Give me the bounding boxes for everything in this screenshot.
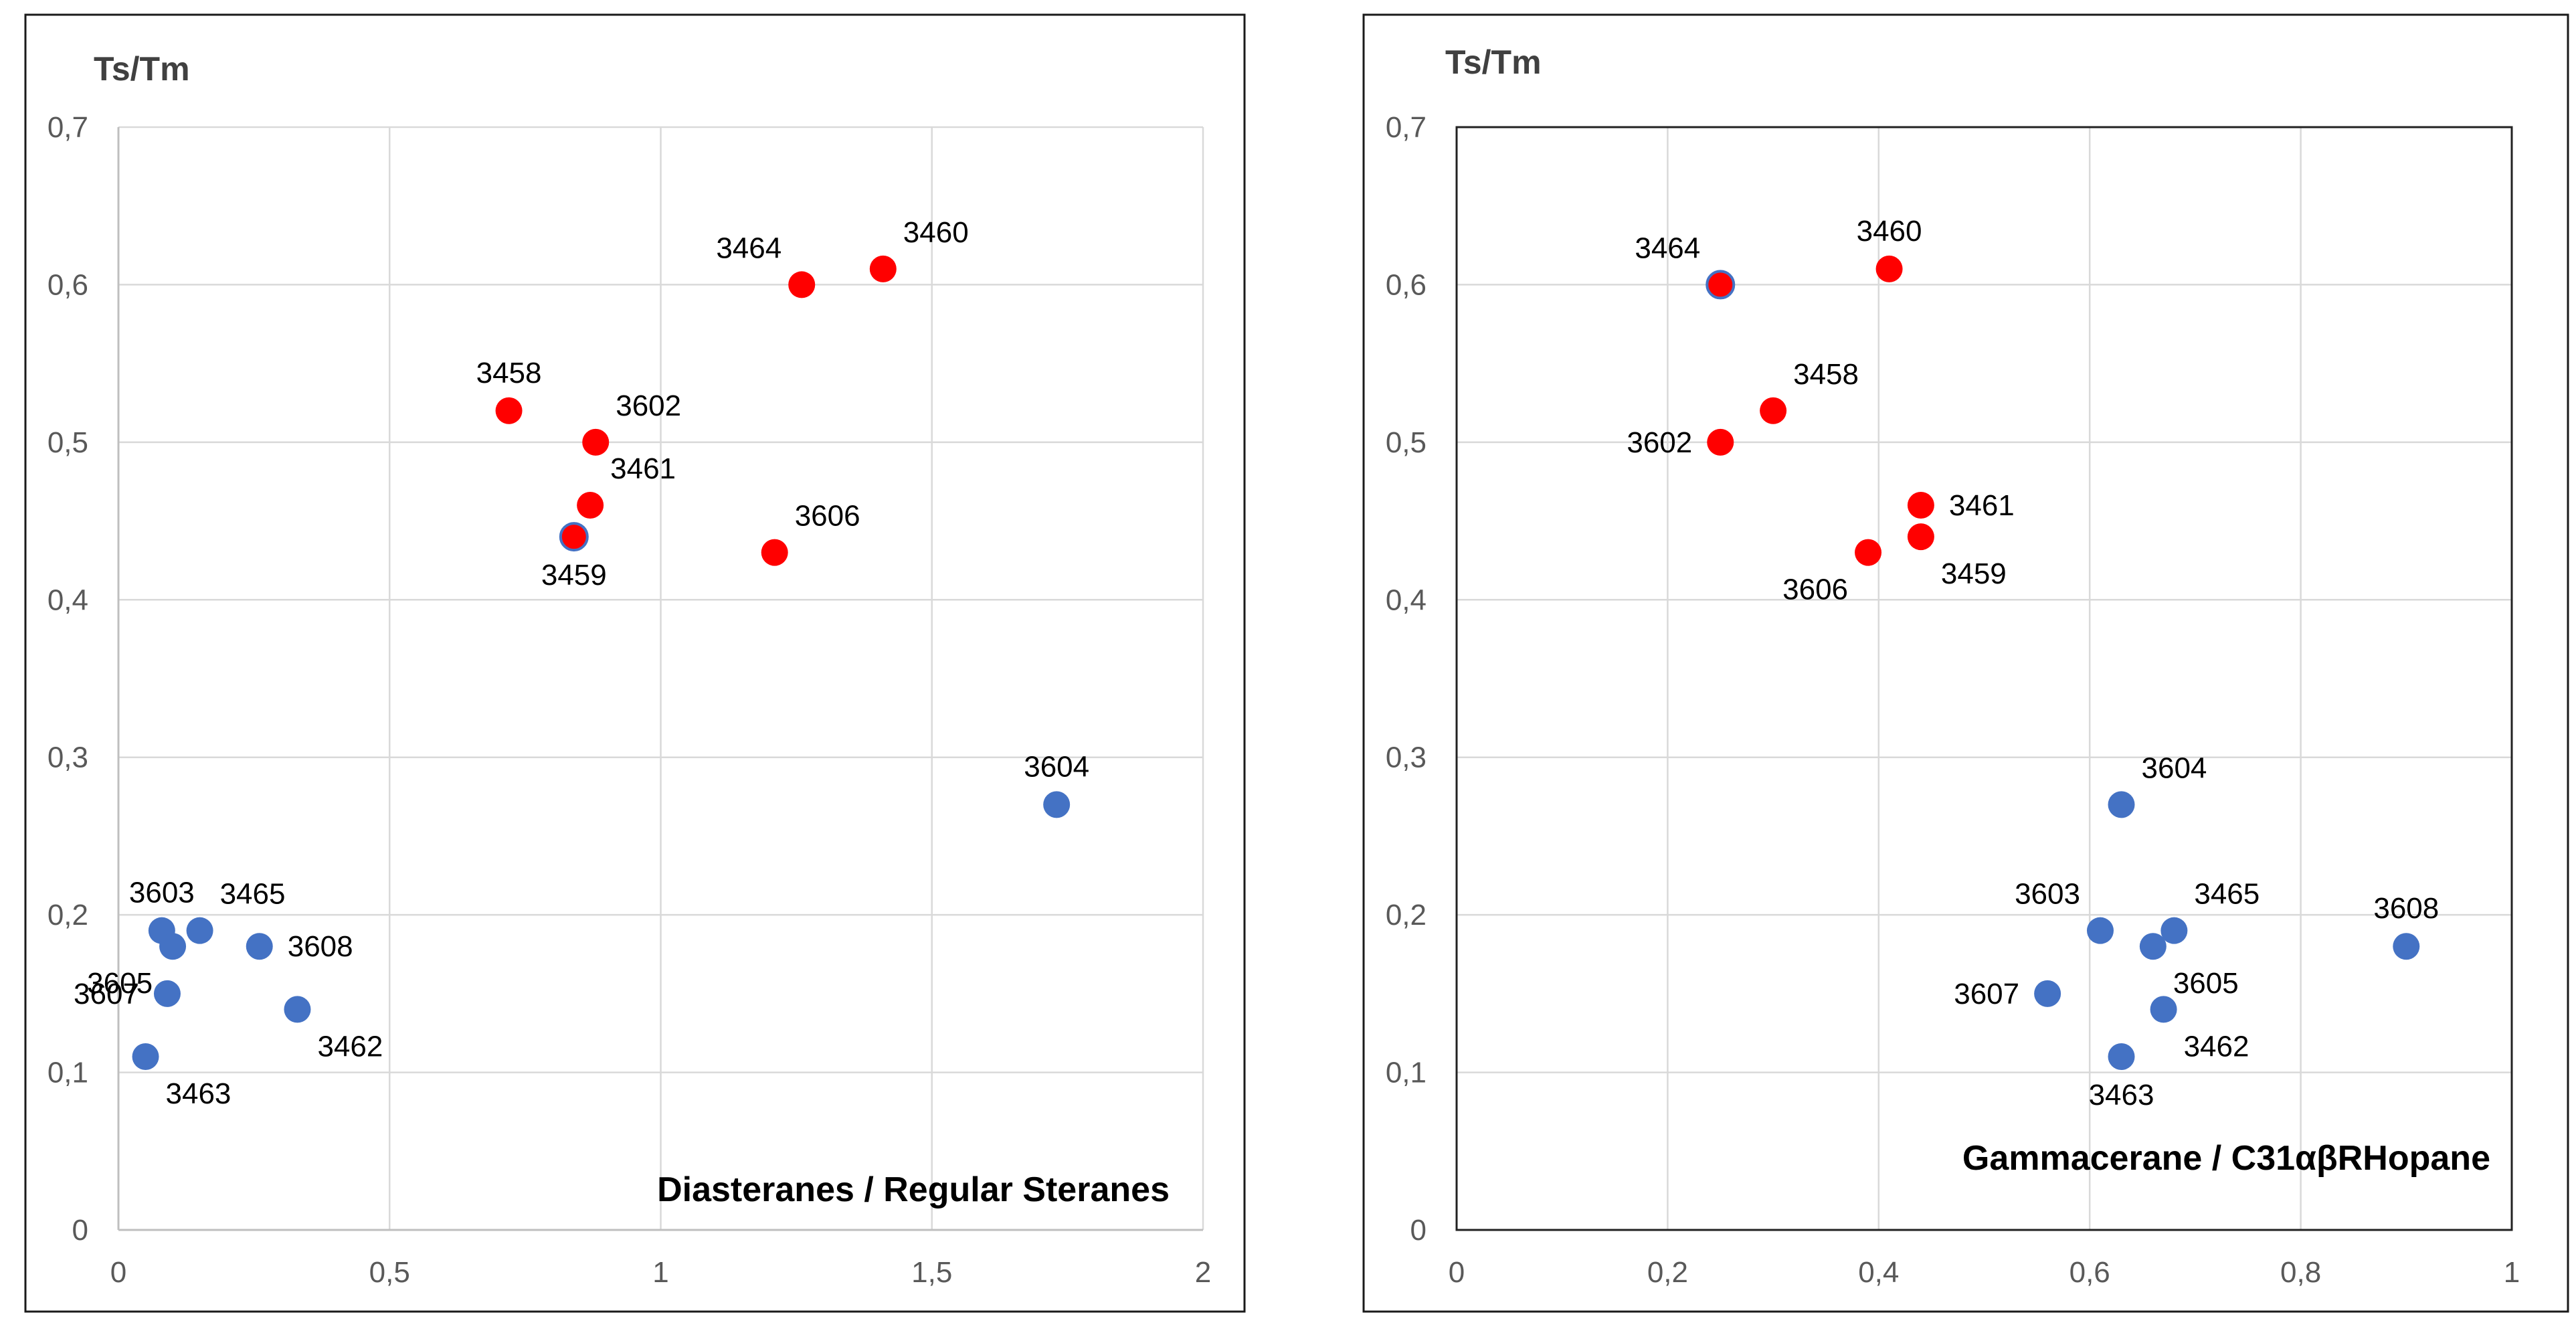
point-3603 <box>2086 917 2114 944</box>
point-3608 <box>246 933 273 960</box>
left-chart-frame <box>24 13 1246 1313</box>
point-label-3606: 3606 <box>795 500 860 533</box>
right-scatter-chart: 0 0,1 0,2 0,3 0,4 0,5 0,6 0,7 0 0,2 0,4 0,6 0,8 1 Ts/T… <box>1386 43 2520 1289</box>
point-3604 <box>2108 791 2135 818</box>
left-y-tick-label: 0,6 <box>48 268 88 301</box>
point-label-3458: 3458 <box>1793 358 1859 391</box>
point-label-3606: 3606 <box>1782 573 1848 606</box>
right-chart-frame <box>1362 13 2569 1313</box>
right-y-tick-label: 0 <box>1410 1214 1427 1247</box>
right-y-tick-label: 0,2 <box>1386 899 1427 931</box>
right-y-tick-label: 0,7 <box>1386 111 1427 144</box>
point-label-3464: 3464 <box>1635 232 1700 264</box>
left-x-tick-label: 2 <box>1195 1256 1211 1289</box>
point-3606 <box>1855 539 1882 566</box>
right-x-tick-label: 0,2 <box>1647 1256 1688 1289</box>
point-label-3607: 3607 <box>74 978 139 1010</box>
left-y-tick-label: 0,1 <box>48 1057 88 1089</box>
left-y-tick-label: 0 <box>72 1214 88 1247</box>
left-scatter-chart: 0 0,1 0,2 0,3 0,4 0,5 0,6 0,7 0 0,5 1 1,5 2 Ts/Tm Dias… <box>48 50 1211 1289</box>
point-3461 <box>1907 492 1934 519</box>
point-3462 <box>284 996 311 1023</box>
point-label-3605: 3605 <box>2173 967 2239 1000</box>
point-label-3604: 3604 <box>1024 750 1089 783</box>
left-y-tick-label: 0,2 <box>48 899 88 931</box>
left-y-tick-label: 0,3 <box>48 741 88 774</box>
point-3462 <box>2150 996 2177 1023</box>
left-x-tick-label: 0,5 <box>369 1256 410 1289</box>
point-label-3603: 3603 <box>129 877 195 909</box>
right-x-axis-title: Gammacerane / C31αβRHopane <box>1962 1139 2490 1178</box>
point-3459 <box>1907 523 1934 551</box>
point-3465 <box>2160 917 2188 944</box>
point-label-3604: 3604 <box>2142 751 2207 784</box>
left-y-tick-label: 0,5 <box>48 426 88 459</box>
point-label-3465: 3465 <box>220 878 286 911</box>
point-3459 <box>559 522 589 552</box>
point-3463 <box>132 1043 159 1071</box>
point-3604 <box>1043 791 1071 818</box>
point-3458 <box>495 397 523 424</box>
point-label-3462: 3462 <box>2184 1030 2249 1063</box>
point-label-3458: 3458 <box>476 357 542 389</box>
left-y-tick-label: 0,7 <box>48 111 88 144</box>
point-3605 <box>159 933 187 960</box>
point-label-3602: 3602 <box>616 389 681 422</box>
point-label-3463: 3463 <box>2089 1079 2154 1111</box>
point-3460 <box>1875 255 1903 282</box>
left-x-tick-label: 0 <box>110 1256 126 1289</box>
right-y-tick-label: 0,4 <box>1386 584 1427 616</box>
left-y-tick-label: 0,4 <box>48 584 88 616</box>
left-x-tick-label: 1 <box>652 1256 668 1289</box>
point-3458 <box>1760 397 1787 424</box>
point-3460 <box>869 255 897 282</box>
left-y-axis-title: Ts/Tm <box>94 50 190 88</box>
point-label-3605: 3605 <box>87 967 153 1000</box>
right-y-tick-label: 0,5 <box>1386 426 1427 459</box>
point-label-3608: 3608 <box>288 930 353 963</box>
point-3602 <box>1707 428 1734 456</box>
point-3465 <box>186 917 213 944</box>
right-y-tick-label: 0,1 <box>1386 1057 1427 1089</box>
left-x-tick-label: 1,5 <box>911 1256 952 1289</box>
point-3464 <box>1706 270 1736 300</box>
point-label-3463: 3463 <box>166 1077 232 1110</box>
point-label-3607: 3607 <box>1954 978 2019 1010</box>
point-label-3602: 3602 <box>1627 426 1692 459</box>
point-3605 <box>2139 933 2167 960</box>
right-x-tick-label: 0,6 <box>2069 1256 2110 1289</box>
right-x-tick-label: 1 <box>2504 1256 2520 1289</box>
point-label-3460: 3460 <box>903 216 969 249</box>
point-label-3465: 3465 <box>2194 878 2260 911</box>
point-3602 <box>582 428 610 456</box>
point-label-3459: 3459 <box>541 559 607 592</box>
point-label-3608: 3608 <box>2373 892 2439 925</box>
point-3464 <box>788 271 816 298</box>
point-3463 <box>2108 1043 2135 1071</box>
right-x-tick-label: 0 <box>1449 1256 1465 1289</box>
point-3608 <box>2393 933 2420 960</box>
right-y-tick-label: 0,6 <box>1386 268 1427 301</box>
point-label-3459: 3459 <box>1941 557 2007 590</box>
left-x-axis-title: Diasteranes / Regular Steranes <box>657 1170 1170 1209</box>
point-label-3603: 3603 <box>2015 878 2080 911</box>
point-label-3461: 3461 <box>1949 489 2015 522</box>
right-x-tick-label: 0,4 <box>1858 1256 1899 1289</box>
right-plot-area-border <box>1455 126 2513 1231</box>
point-label-3460: 3460 <box>1857 215 1922 248</box>
right-y-axis-title: Ts/Tm <box>1445 43 1542 81</box>
point-3607 <box>2034 980 2061 1007</box>
point-3606 <box>761 539 788 566</box>
point-label-3461: 3461 <box>610 452 676 485</box>
point-3607 <box>153 980 181 1007</box>
right-x-tick-label: 0,8 <box>2280 1256 2321 1289</box>
point-label-3464: 3464 <box>716 232 781 264</box>
point-3461 <box>577 492 604 519</box>
point-label-3462: 3462 <box>317 1030 383 1063</box>
right-y-tick-label: 0,3 <box>1386 741 1427 774</box>
